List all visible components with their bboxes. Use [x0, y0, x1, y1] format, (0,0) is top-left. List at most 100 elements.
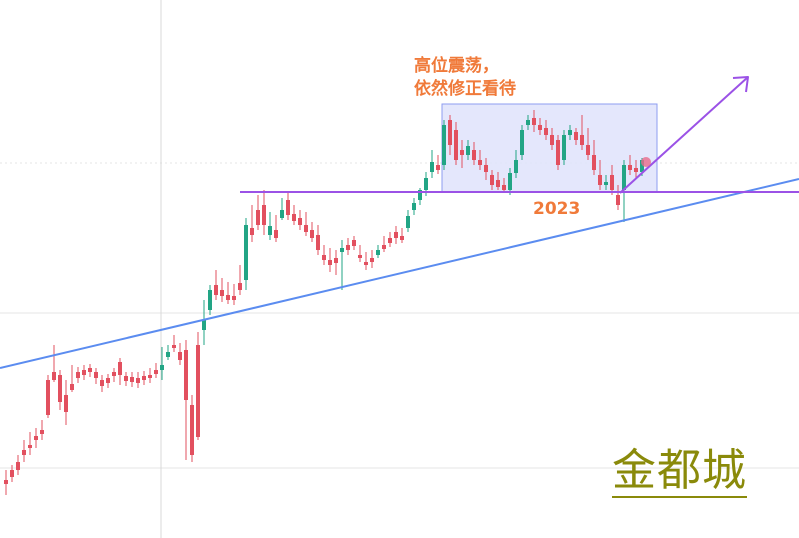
- candle-body-55: [334, 258, 338, 263]
- candle-body-7: [46, 380, 50, 415]
- candle-body-17: [106, 378, 110, 383]
- candle-body-20: [124, 376, 128, 381]
- candle-body-90: [544, 128, 548, 135]
- candle-body-102: [616, 195, 620, 205]
- candle-body-6: [40, 430, 44, 434]
- watermark-logo: 金都城: [612, 445, 747, 498]
- candle-body-77: [466, 146, 470, 155]
- candle-body-88: [532, 118, 536, 125]
- candle-body-59: [358, 255, 362, 258]
- candle-body-4: [28, 445, 32, 448]
- candle-body-36: [220, 290, 224, 296]
- candle-body-100: [604, 182, 608, 185]
- candle-body-31: [190, 405, 194, 455]
- candle-body-106: [640, 160, 644, 172]
- candle-body-28: [172, 345, 176, 348]
- candle-body-19: [118, 362, 122, 375]
- candle-body-47: [286, 200, 290, 215]
- candle-body-41: [250, 228, 254, 235]
- candle-body-9: [58, 375, 62, 402]
- candle-body-39: [238, 283, 242, 290]
- candle-body-25: [154, 370, 158, 374]
- candle-body-51: [310, 230, 314, 238]
- candle-body-70: [424, 178, 428, 190]
- candle-body-105: [634, 168, 638, 172]
- candle-body-34: [208, 290, 212, 310]
- candle-body-73: [442, 125, 446, 165]
- candle-body-43: [262, 205, 266, 225]
- candle-body-13: [82, 370, 86, 375]
- candle-body-71: [430, 162, 434, 172]
- candle-body-86: [520, 130, 524, 155]
- candle-body-44: [268, 226, 272, 235]
- candle-body-99: [598, 175, 602, 185]
- candle-body-22: [136, 378, 140, 383]
- candle-body-23: [142, 376, 146, 380]
- support-trend-line: [0, 178, 799, 369]
- projection-arrow-head: [732, 76, 749, 93]
- candle-body-87: [526, 120, 530, 125]
- candle-body-11: [70, 384, 74, 390]
- candle-body-21: [130, 377, 134, 382]
- candle-body-16: [100, 380, 104, 386]
- candle-body-68: [412, 203, 416, 210]
- candle-body-57: [346, 245, 350, 250]
- range-box: [441, 103, 658, 193]
- candle-body-81: [490, 175, 494, 185]
- candle-body-60: [364, 262, 368, 265]
- candle-body-33: [202, 320, 206, 330]
- candle-body-52: [316, 235, 320, 250]
- candle-body-32: [196, 345, 200, 437]
- candle-body-97: [586, 145, 590, 155]
- candle-body-29: [178, 352, 182, 360]
- candle-body-66: [400, 236, 404, 240]
- annotation-line-2: 依然修正看待: [414, 79, 516, 99]
- candle-body-2: [16, 462, 20, 470]
- projection-arrow-shaft: [619, 76, 749, 194]
- annotation-text: 高位震荡， 依然修正看待: [414, 55, 516, 101]
- candle-body-62: [376, 250, 380, 255]
- candle-body-12: [76, 372, 80, 378]
- candle-body-10: [64, 395, 68, 412]
- candle-body-92: [556, 140, 560, 165]
- candle-body-91: [550, 135, 554, 145]
- candle-body-56: [340, 248, 344, 252]
- candle-body-1: [10, 470, 14, 477]
- candle-body-63: [382, 245, 386, 249]
- candle-body-3: [22, 450, 26, 455]
- candle-body-93: [562, 135, 566, 160]
- candle-body-76: [460, 150, 464, 155]
- candle-body-45: [274, 230, 278, 238]
- candle-body-94: [568, 130, 572, 135]
- candle-body-79: [478, 160, 482, 165]
- candle-body-26: [160, 365, 164, 370]
- candle-body-48: [292, 214, 296, 221]
- candle-body-65: [394, 232, 398, 238]
- current-price-dot: [641, 157, 651, 167]
- candle-body-46: [280, 210, 284, 218]
- candle-body-15: [94, 372, 98, 378]
- candle-body-69: [418, 190, 422, 200]
- year-label: 2023: [533, 199, 581, 219]
- range-box-rect: [441, 103, 658, 193]
- candle-body-30: [184, 350, 188, 400]
- candle-body-5: [34, 436, 38, 440]
- candle-body-72: [436, 165, 440, 170]
- candle-body-104: [628, 165, 632, 170]
- candle-body-84: [508, 173, 512, 190]
- candle-body-0: [4, 480, 8, 484]
- annotation-line-1: 高位震荡，: [414, 56, 499, 76]
- candle-body-14: [88, 368, 92, 372]
- candle-body-89: [538, 125, 542, 130]
- candle-body-75: [454, 130, 458, 160]
- candle-body-18: [112, 372, 116, 376]
- candle-body-78: [472, 150, 476, 160]
- candle-body-8: [52, 372, 56, 380]
- candle-body-58: [352, 240, 356, 246]
- candle-body-64: [388, 238, 392, 243]
- candle-body-54: [328, 260, 332, 265]
- candle-body-98: [592, 155, 596, 170]
- candle-body-101: [610, 175, 614, 190]
- candle-body-82: [496, 180, 500, 187]
